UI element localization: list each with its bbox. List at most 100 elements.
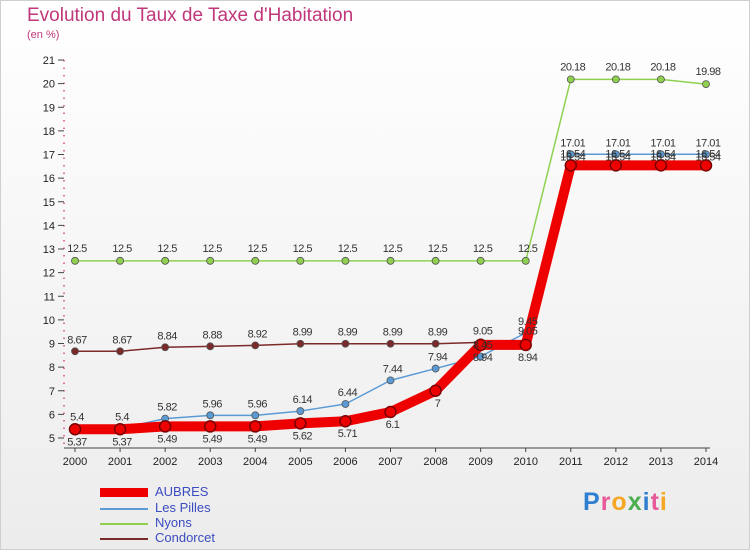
data-label-aubres: 5.49 — [157, 433, 177, 445]
data-point-les-pilles — [296, 407, 305, 415]
data-label-aubres: 16.54 — [695, 151, 720, 163]
data-point-aubres — [609, 159, 623, 172]
x-tick-label: 2002 — [153, 456, 177, 468]
data-point-nyons — [206, 256, 215, 265]
y-tick-label: 20 — [43, 79, 55, 91]
data-point-aubres — [249, 420, 262, 433]
data-label-condorcet: 8.67 — [67, 334, 87, 346]
data-point-aubres — [203, 420, 217, 433]
legend-label-aubres: AUBRES — [155, 484, 209, 499]
data-label-les-pilles: 17.01 — [560, 137, 585, 149]
data-point-les-pilles — [702, 150, 710, 159]
data-point-nyons — [431, 256, 440, 265]
data-label-aubres: 6.1 — [386, 419, 400, 431]
x-tick-label: 2010 — [513, 456, 537, 468]
legend-swatch-nyons — [100, 523, 148, 525]
logo-letter: i — [659, 488, 668, 516]
y-tick-label: 21 — [43, 55, 55, 67]
data-label-les-pilles: 5.82 — [157, 402, 177, 414]
x-tick-label: 2009 — [468, 456, 492, 468]
logo-letter: i — [642, 488, 651, 516]
data-label-aubres: 5.37 — [67, 436, 87, 448]
data-label-nyons: 20.18 — [560, 61, 585, 73]
data-point-condorcet — [296, 339, 305, 348]
y-tick-label: 13 — [43, 244, 55, 256]
data-label-les-pilles: 7.44 — [383, 363, 403, 375]
data-label-aubres: 8.94 — [473, 352, 493, 364]
data-point-condorcet — [161, 343, 170, 352]
data-label-aubres: 16.54 — [605, 151, 630, 163]
data-label-les-pilles: 9.45 — [518, 316, 538, 328]
data-point-nyons — [116, 256, 124, 265]
data-point-nyons — [521, 256, 530, 265]
data-point-les-pilles — [657, 150, 665, 159]
data-point-aubres — [158, 420, 172, 433]
x-tick-label: 2008 — [423, 456, 447, 468]
y-tick-label: 16 — [43, 173, 55, 185]
data-point-les-pilles — [341, 400, 350, 408]
data-point-condorcet — [71, 347, 79, 356]
data-point-nyons — [476, 256, 485, 265]
data-point-nyons — [341, 256, 350, 265]
x-tick-label: 2013 — [649, 456, 673, 468]
data-label-nyons: 12.5 — [383, 243, 403, 255]
data-label-nyons: 12.5 — [293, 243, 313, 255]
chart-title: Evolution du Taux de Taxe d'Habitation — [27, 5, 354, 26]
data-label-condorcet: 8.99 — [428, 327, 448, 339]
data-point-aubres — [339, 414, 352, 428]
data-label-les-pilles: 17.01 — [605, 137, 630, 149]
data-label-condorcet: 16.54 — [560, 148, 585, 160]
data-label-aubres: 16.54 — [650, 151, 675, 163]
data-label-nyons: 12.5 — [67, 243, 87, 255]
data-point-les-pilles — [476, 352, 485, 361]
data-label-les-pilles: 5.4 — [115, 412, 129, 424]
x-tick-label: 2003 — [198, 456, 222, 468]
data-label-condorcet: 9.05 — [518, 325, 538, 337]
x-tick-label: 2007 — [378, 456, 402, 468]
legend-label-les-pilles: Les Pilles — [155, 500, 211, 515]
chart-unit: (en %) — [27, 29, 60, 41]
data-label-nyons: 12.5 — [518, 243, 538, 255]
data-label-aubres: 5.49 — [203, 433, 223, 445]
data-label-condorcet: 8.84 — [157, 330, 177, 342]
data-label-les-pilles: 5.4 — [70, 412, 84, 424]
data-label-les-pilles: 5.96 — [248, 398, 268, 410]
x-tick-label: 2011 — [559, 456, 583, 468]
data-label-condorcet: 8.67 — [112, 334, 132, 346]
y-tick-label: 6 — [49, 409, 55, 421]
data-point-aubres — [68, 423, 82, 436]
x-tick-label: 2000 — [63, 456, 87, 468]
data-label-aubres: 5.71 — [338, 428, 358, 440]
data-point-les-pilles — [251, 411, 260, 420]
y-tick-label: 9 — [49, 339, 55, 351]
logo-letter: P — [583, 488, 601, 516]
data-point-les-pilles — [386, 376, 395, 385]
legend-label-condorcet: Condorcet — [155, 530, 215, 545]
data-point-aubres — [699, 159, 713, 172]
data-point-condorcet — [386, 339, 395, 348]
data-label-aubres: 16.54 — [560, 151, 585, 163]
data-point-aubres — [519, 338, 532, 352]
data-point-aubres — [654, 159, 668, 172]
data-point-les-pilles — [431, 364, 440, 373]
data-point-les-pilles — [611, 150, 620, 159]
data-label-condorcet: 16.54 — [650, 148, 675, 160]
data-point-nyons — [161, 256, 170, 265]
data-point-nyons — [702, 80, 710, 88]
series-line-aubres — [75, 160, 706, 435]
data-label-les-pilles: 17.01 — [695, 137, 720, 149]
x-tick-label: 2001 — [108, 456, 132, 468]
data-point-nyons — [566, 75, 575, 84]
data-point-condorcet — [341, 339, 350, 348]
data-label-condorcet: 8.88 — [203, 329, 223, 341]
y-tick-label: 7 — [49, 386, 55, 398]
data-label-aubres: 7 — [435, 398, 441, 410]
y-tick-label: 14 — [43, 220, 55, 232]
data-label-les-pilles: 6.44 — [338, 387, 358, 399]
data-point-nyons — [611, 75, 620, 84]
x-tick-label: 2014 — [694, 456, 718, 468]
data-label-condorcet: 8.99 — [338, 327, 358, 339]
y-tick-label: 10 — [43, 315, 55, 327]
data-label-nyons: 12.5 — [157, 243, 177, 255]
data-point-aubres — [294, 417, 307, 430]
